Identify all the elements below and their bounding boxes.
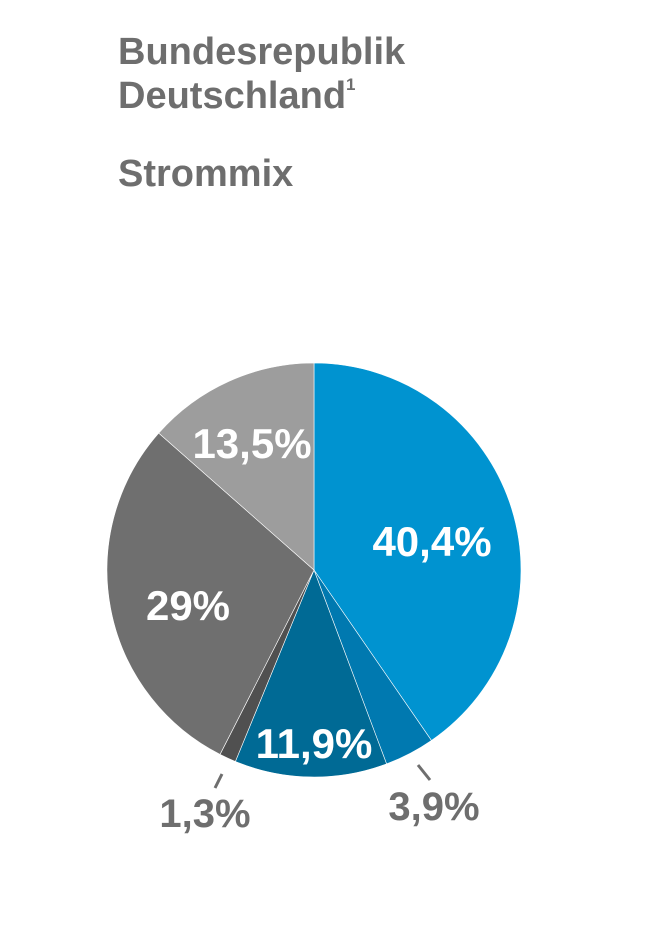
chart-title-line-2: Deutschland1 — [118, 74, 405, 118]
chart-subtitle: Strommix — [118, 153, 294, 195]
slice-label-1: 40,4% — [372, 518, 491, 565]
slice-label-6: 13,5% — [192, 420, 311, 467]
pie-slices — [106, 362, 522, 778]
slice-label-5: 29% — [146, 582, 230, 629]
pie-slice-1 — [313, 362, 522, 741]
chart-title-block: Bundesrepublik Deutschland1 Strommix — [118, 30, 405, 196]
pie-labels: 40,4% 3,9% 11,9%1,3% 29% 13,5% — [146, 420, 492, 836]
pie-slice-5 — [106, 432, 315, 755]
chart-title-line-1: Bundesrepublik — [118, 31, 406, 73]
leader-line-4 — [213, 773, 224, 789]
slice-label-3: 11,9% — [256, 720, 373, 767]
leader-line-2 — [416, 764, 432, 781]
slice-label-4: 1,3% — [159, 792, 250, 836]
chart-title-country: Deutschland — [118, 75, 347, 117]
pie-slice-6 — [158, 362, 315, 571]
slice-label-2: 3,9% — [388, 785, 479, 829]
footnote-mark: 1 — [346, 75, 356, 95]
pie-leader-lines — [213, 764, 432, 789]
pie-slice-3 — [234, 569, 387, 778]
